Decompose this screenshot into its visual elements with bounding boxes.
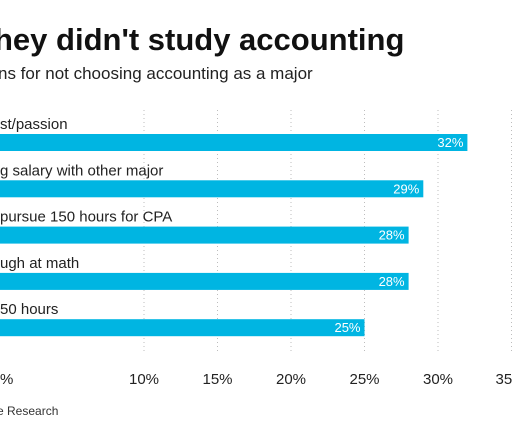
bar-3 [0, 272, 409, 290]
bar-chart: st/passion 32% g salary with other major 29… [0, 110, 513, 388]
tick-label-4: 25% [349, 371, 379, 388]
tick-label-3: 20% [276, 371, 306, 388]
value-label-3: 28% [379, 274, 405, 289]
category-label-1: g salary with other major [0, 162, 163, 179]
category-label-3: ugh at math [0, 255, 79, 272]
tick-label-6: 35 [496, 371, 513, 388]
bar-1 [0, 180, 424, 198]
category-label-2: pursue 150 hours for CPA [0, 209, 172, 226]
value-label-0: 32% [437, 135, 463, 150]
bar-4 [0, 319, 365, 337]
category-label-0: st/passion [0, 116, 68, 133]
tick-label-0: % [0, 371, 13, 388]
category-label-4: 50 hours [0, 301, 58, 318]
tick-label-5: 30% [423, 371, 453, 388]
tick-label-2: 15% [202, 371, 232, 388]
chart-title: hey didn't study accounting [0, 22, 405, 57]
value-label-4: 25% [334, 320, 360, 335]
value-label-2: 28% [379, 228, 405, 243]
tick-label-1: 10% [129, 371, 159, 388]
chart-source: e Research [0, 404, 59, 418]
bar-0 [0, 134, 468, 151]
value-label-1: 29% [393, 181, 419, 196]
bar-2 [0, 226, 409, 244]
chart-subtitle: ns for not choosing accounting as a majo… [0, 64, 313, 83]
